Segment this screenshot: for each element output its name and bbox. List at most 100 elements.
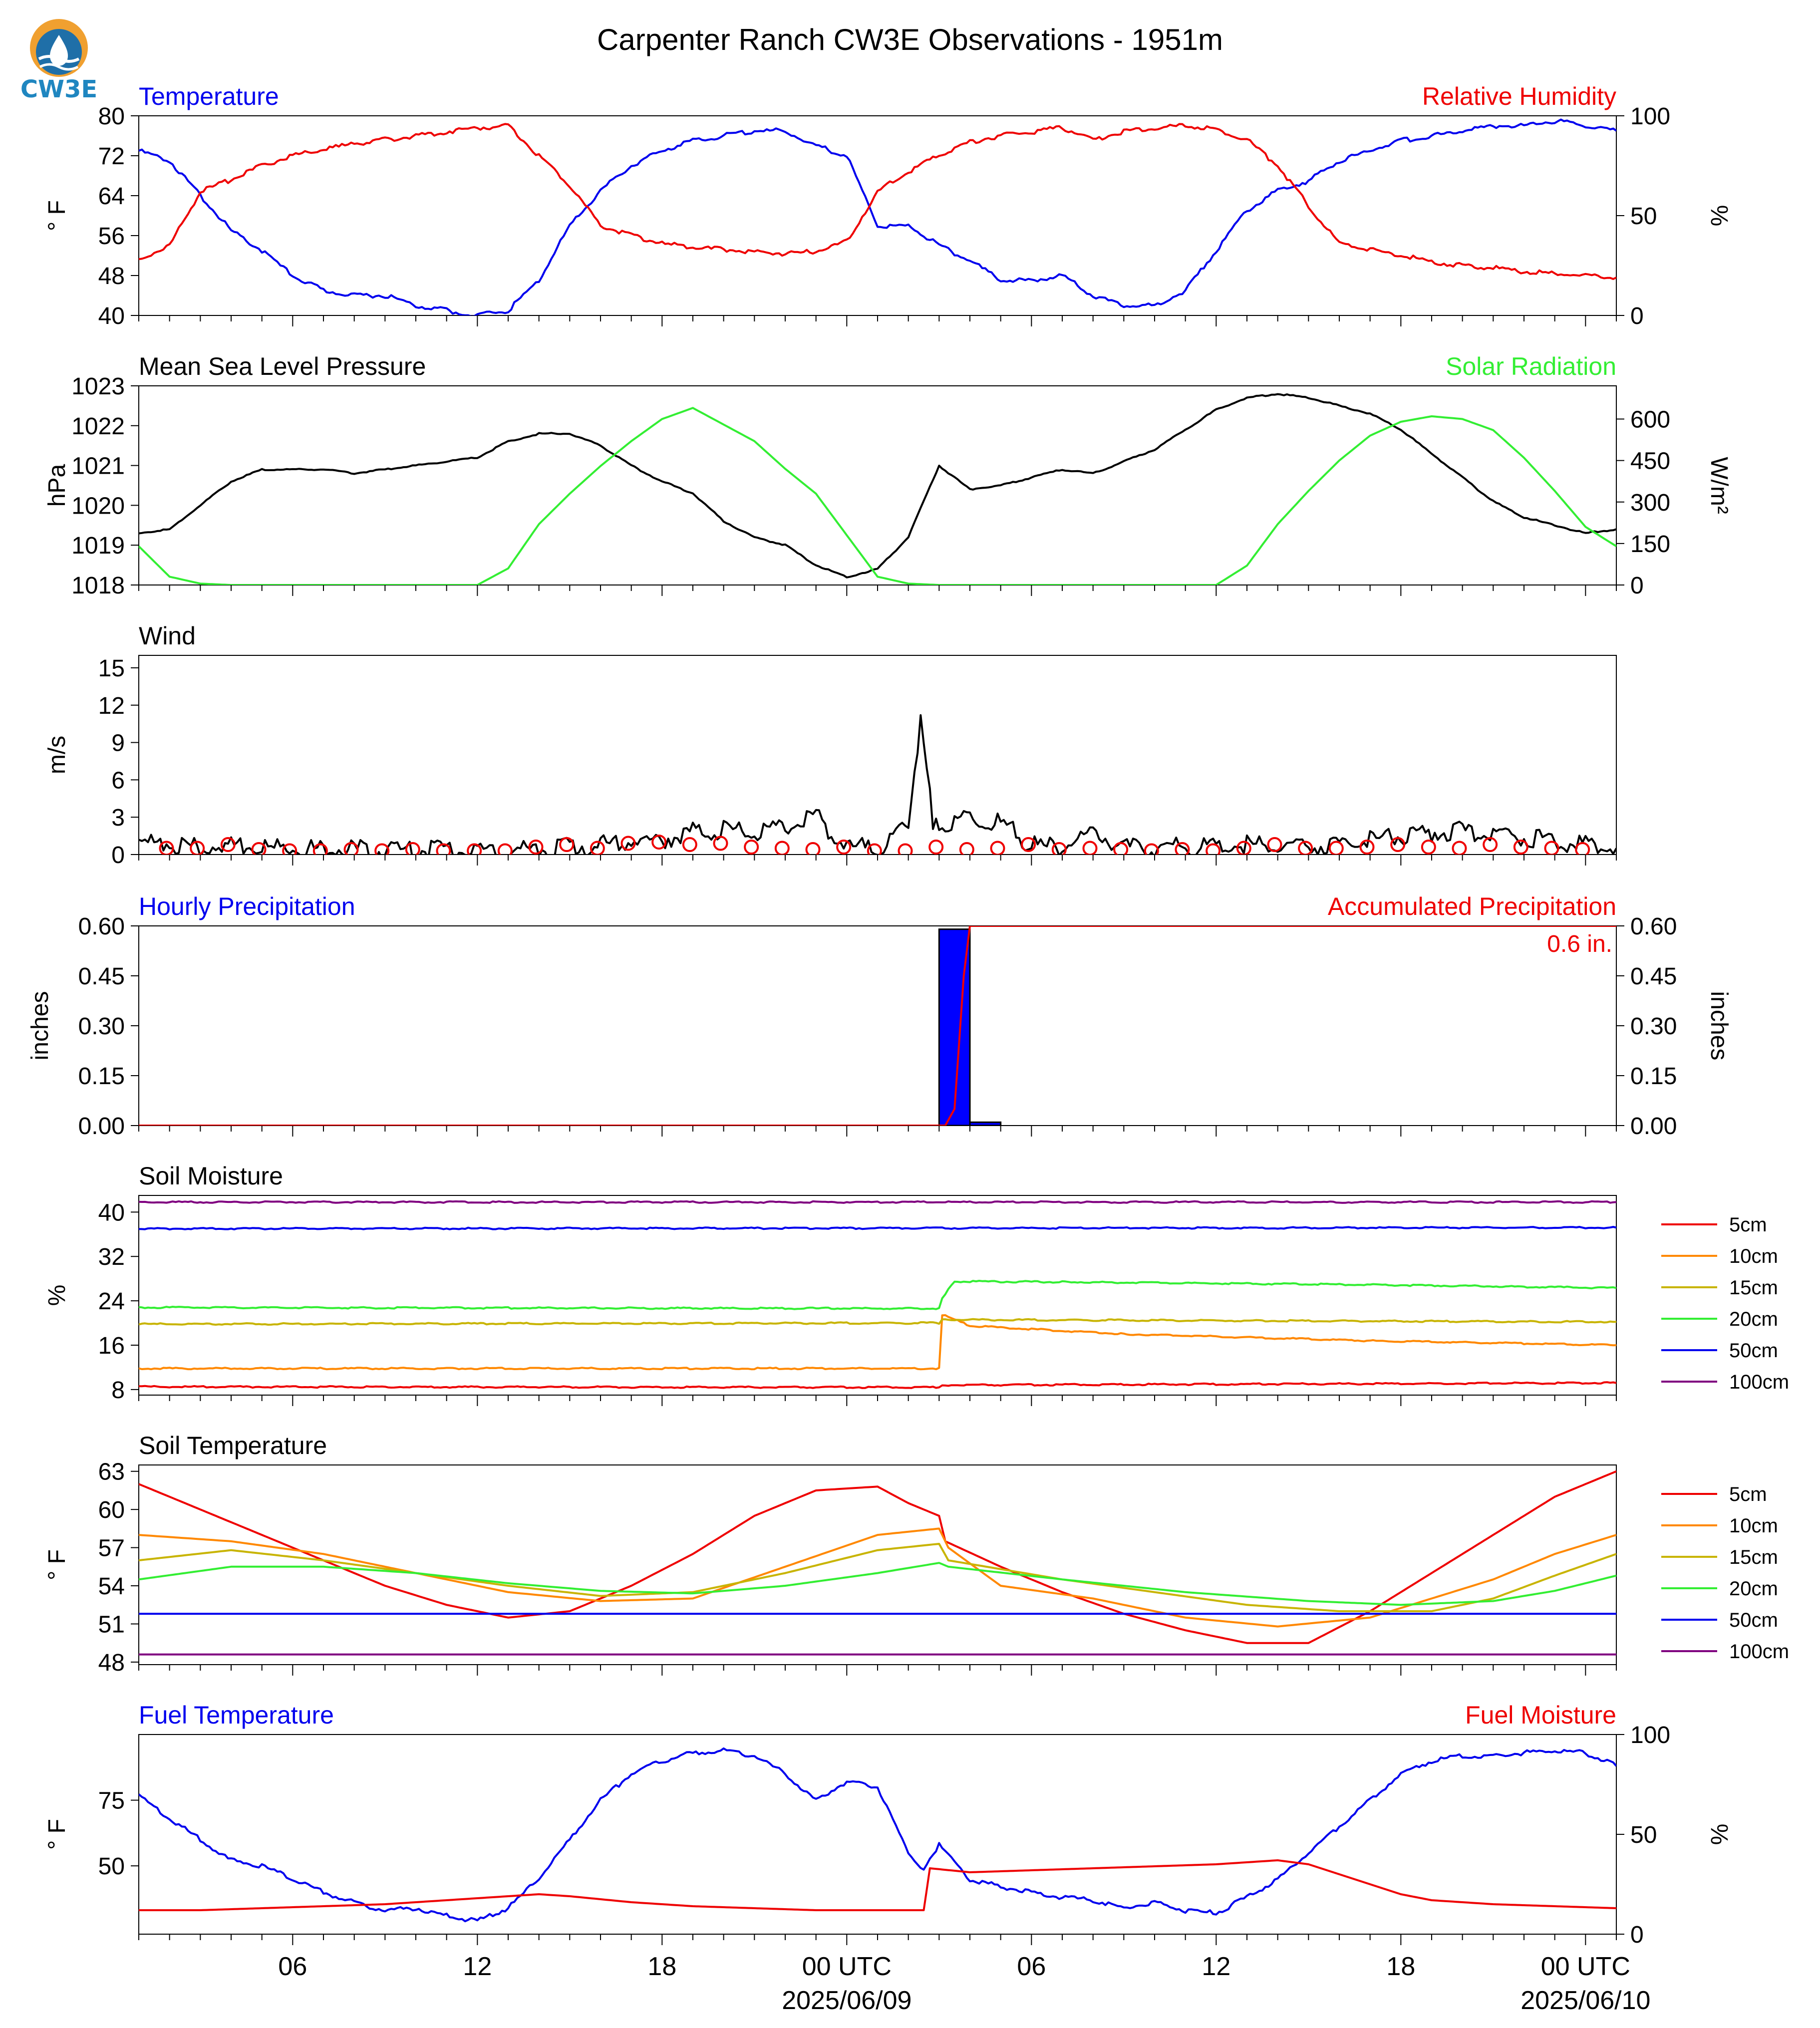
y-tick-label: 8 [111, 1377, 125, 1404]
wind-gust-marker [898, 843, 913, 855]
panel-title-left: Fuel Temperature [139, 1701, 334, 1729]
y-tick-label: 1020 [71, 493, 125, 519]
series-line-20cm [139, 1280, 1616, 1310]
y-tick-label: 72 [98, 143, 125, 170]
wind-gust-marker [559, 837, 575, 853]
logo-text: CW3E [20, 75, 97, 103]
wind-gust-marker [682, 837, 697, 853]
y-tick-label: 48 [98, 1650, 125, 1676]
y-tick-label: 0.45 [78, 963, 125, 990]
panel-3: Wind 0 3 6 9 12 15 m/s [44, 622, 1617, 869]
wind-gust-marker [928, 840, 944, 855]
y-axis-label: ° F [44, 1549, 70, 1580]
series-line-black [139, 714, 1616, 855]
y-tick-label: 1019 [71, 533, 125, 559]
panel-title-left: Temperature [139, 82, 279, 110]
y-axis-label: m/s [44, 736, 70, 774]
panel-1: Temperature Relative Humidity 40 48 56 64 72 80… [44, 82, 1732, 329]
wind-gust-marker [1575, 842, 1590, 855]
y-tick-label: 40 [98, 1199, 125, 1226]
wind-gust-marker [220, 837, 236, 853]
legend-label: 5cm [1729, 1483, 1767, 1505]
x-tick-label: 06 [278, 1952, 307, 1981]
legend: 5cm 10cm 15cm 20cm 50cm 100cm [1661, 1483, 1789, 1663]
y2-axis-label: % [1706, 1824, 1732, 1845]
wind-gust-marker [343, 842, 359, 855]
y-axis-label: inches [27, 991, 53, 1061]
panel-5: Soil Moisture 8 16 24 32 40% 5cm 10cm 15cm 20cm 50… [44, 1162, 1789, 1406]
y-tick-label: 6 [111, 767, 125, 794]
series-line-5cm [139, 1470, 1616, 1644]
y-tick-label: 1021 [71, 453, 125, 480]
wind-gust-marker [497, 843, 513, 855]
panel-title-left: Mean Sea Level Pressure [139, 352, 426, 380]
y-tick-label: 60 [98, 1497, 125, 1523]
y2-tick-label: 450 [1630, 448, 1670, 475]
y-tick-label: 40 [98, 303, 125, 329]
y-tick-label: 12 [98, 693, 125, 719]
y2-tick-label: 300 [1630, 490, 1670, 516]
panel-title-right: Relative Humidity [1422, 82, 1616, 110]
series-line-10cm [139, 1314, 1616, 1371]
y2-tick-label: 0.45 [1630, 963, 1677, 990]
wind-gust-marker [1144, 843, 1159, 855]
plot-frame [138, 925, 1617, 1126]
wind-gust-marker [1421, 840, 1436, 855]
wind-gust-marker [805, 842, 821, 855]
legend-label: 20cm [1729, 1308, 1778, 1330]
plot-area [139, 926, 1616, 1126]
y2-tick-label: 100 [1630, 103, 1670, 130]
legend-label: 50cm [1729, 1340, 1778, 1362]
y-tick-label: 3 [111, 805, 125, 831]
x-axis-labels: 06 12 18 00 UTC 2025/06/09 06 12 18 00 UTC 2025/0… [278, 1952, 1650, 2015]
y-axis-label: ° F [44, 200, 70, 231]
cw3e-logo: CW3E [20, 19, 97, 103]
legend-label: 10cm [1729, 1245, 1778, 1267]
y-tick-label: 0.15 [78, 1063, 125, 1090]
plot-area [139, 1200, 1616, 1389]
series-line-15cm [139, 1318, 1616, 1326]
wind-gust-marker [1175, 842, 1190, 855]
accumulated-precip-line [139, 926, 1616, 1126]
wind-gust-marker [1267, 837, 1282, 853]
wind-gust-marker [251, 842, 267, 855]
series-line-20cm [139, 1562, 1616, 1606]
plot-frame [138, 655, 1617, 855]
y-tick-label: 1018 [71, 573, 125, 599]
y-tick-label: 1023 [71, 373, 125, 400]
wind-gust-marker [282, 843, 298, 855]
y2-tick-label: 100 [1630, 1722, 1670, 1748]
panel-title-left: Soil Temperature [139, 1432, 327, 1459]
panel-title-right: Solar Radiation [1446, 352, 1616, 380]
y-tick-label: 16 [98, 1333, 125, 1359]
x-tick-label: 00 UTC [1541, 1952, 1630, 1981]
wind-gust-marker [1483, 837, 1498, 853]
wind-gust-marker [1544, 841, 1559, 855]
wind-gust-marker [744, 840, 759, 855]
wind-gust-marker [1021, 837, 1036, 853]
wind-gust-marker [1359, 840, 1375, 855]
legend-label: 15cm [1729, 1277, 1778, 1299]
y-tick-label: 0.60 [78, 913, 125, 940]
panel-7: Fuel Temperature Fuel Moisture 50 75 ° F 0 50 1… [44, 1701, 1732, 1948]
y-tick-label: 54 [98, 1573, 125, 1600]
wind-gust-marker [159, 841, 174, 855]
wind-gust-marker [528, 840, 544, 855]
y2-axis-label: % [1706, 205, 1732, 227]
series-line-blue [139, 1747, 1616, 1923]
x-tick-label: 00 UTC [802, 1952, 892, 1981]
plot-area [139, 1747, 1616, 1923]
y-tick-label: 51 [98, 1611, 125, 1638]
y2-axis-label: W/m² [1706, 457, 1732, 514]
panel-2: Mean Sea Level Pressure Solar Radiation 10… [44, 352, 1732, 599]
wind-gust-marker [190, 841, 205, 855]
wind-gust-marker [405, 842, 420, 855]
wind-gust-marker [867, 843, 882, 855]
y-tick-label: 48 [98, 263, 125, 290]
x-tick-label: 06 [1017, 1952, 1046, 1981]
y2-tick-label: 0 [1630, 1922, 1644, 1948]
series-line-red [139, 1859, 1616, 1911]
series-line-green [139, 407, 1616, 585]
wind-gust-marker [374, 843, 390, 855]
wind-gust-marker [836, 840, 852, 855]
